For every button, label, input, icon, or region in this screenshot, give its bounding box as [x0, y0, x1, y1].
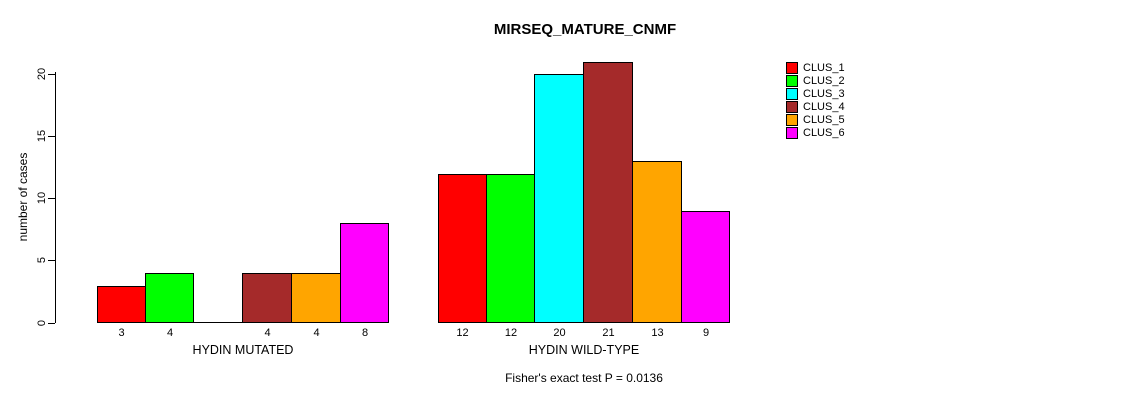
y-tick-label: 20 — [36, 67, 48, 81]
bar — [681, 211, 730, 323]
bar-value-label: 20 — [553, 327, 566, 339]
legend-swatch — [786, 113, 798, 126]
legend-label: CLUS_1 — [803, 61, 845, 74]
bar-value-label: 4 — [166, 327, 174, 339]
y-axis-label: number of cases — [16, 152, 30, 242]
bar-value-label: 4 — [313, 327, 320, 339]
legend-item: CLUS_4 — [786, 100, 845, 113]
bar-value-label: 12 — [456, 327, 469, 339]
legend-swatch — [786, 126, 798, 139]
legend-item: CLUS_2 — [786, 74, 845, 87]
legend-swatch — [786, 74, 798, 87]
y-tick — [48, 136, 55, 137]
bar-value-label: 21 — [602, 327, 615, 339]
legend-item: CLUS_6 — [786, 126, 845, 139]
y-tick — [48, 74, 55, 75]
bar — [632, 161, 682, 323]
legend-label: CLUS_3 — [803, 87, 845, 100]
legend-item: CLUS_5 — [786, 113, 845, 126]
bar — [583, 62, 633, 323]
y-tick-label: 10 — [36, 191, 48, 205]
legend-label: CLUS_2 — [803, 74, 845, 87]
legend-label: CLUS_4 — [803, 100, 845, 113]
bar-value-label: 13 — [651, 327, 664, 339]
y-axis-line — [55, 72, 56, 323]
y-tick-label: 5 — [36, 256, 48, 264]
bar — [97, 286, 146, 323]
bar — [291, 273, 341, 323]
group-label: HYDIN WILD-TYPE — [528, 343, 640, 357]
bar — [438, 174, 487, 323]
bar — [145, 273, 194, 323]
bar-value-label: 4 — [264, 327, 271, 339]
bar — [340, 223, 389, 323]
legend-label: CLUS_5 — [803, 113, 845, 126]
y-tick-label: 15 — [36, 129, 48, 143]
legend-item: CLUS_1 — [786, 61, 845, 74]
legend-swatch — [786, 87, 798, 100]
bar-value-label: 9 — [702, 327, 710, 339]
legend-swatch — [786, 100, 798, 113]
legend-item: CLUS_3 — [786, 87, 845, 100]
bar — [534, 74, 584, 323]
fisher-annotation: Fisher's exact test P = 0.0136 — [505, 371, 663, 385]
legend-swatch — [786, 61, 798, 74]
y-tick — [48, 323, 55, 324]
legend-label: CLUS_6 — [803, 126, 845, 139]
bar — [193, 322, 243, 323]
chart-title: MIRSEQ_MATURE_CNMF — [493, 21, 677, 38]
bar-value-label: 12 — [504, 327, 518, 339]
bar — [242, 273, 292, 323]
bar — [486, 174, 535, 323]
group-label: HYDIN MUTATED — [192, 343, 294, 357]
y-tick — [48, 198, 55, 199]
y-tick — [48, 260, 55, 261]
y-tick-label: 0 — [36, 319, 48, 327]
bar-value-label: 3 — [118, 327, 125, 339]
bar-value-label: 8 — [361, 327, 369, 339]
